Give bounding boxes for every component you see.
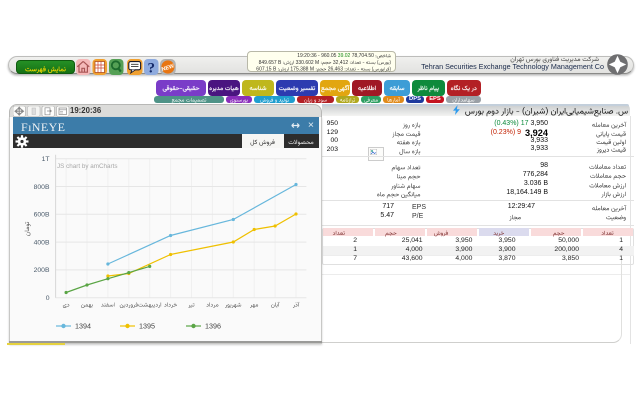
svg-text:800B: 800B xyxy=(34,184,50,191)
svg-text:?: ? xyxy=(147,60,155,76)
svg-text:200B: 200B xyxy=(34,267,50,274)
svg-text:1T: 1T xyxy=(42,156,50,163)
svg-text:1394: 1394 xyxy=(75,322,91,331)
svg-text:0: 0 xyxy=(46,295,50,302)
svg-text:1396: 1396 xyxy=(205,322,221,331)
svg-text:600B: 600B xyxy=(34,212,50,219)
svg-text:1395: 1395 xyxy=(139,322,155,331)
svg-text:NEW: NEW xyxy=(161,63,176,73)
svg-text:400B: 400B xyxy=(34,239,50,246)
svg-text:JS chart by amCharts: JS chart by amCharts xyxy=(57,163,118,170)
